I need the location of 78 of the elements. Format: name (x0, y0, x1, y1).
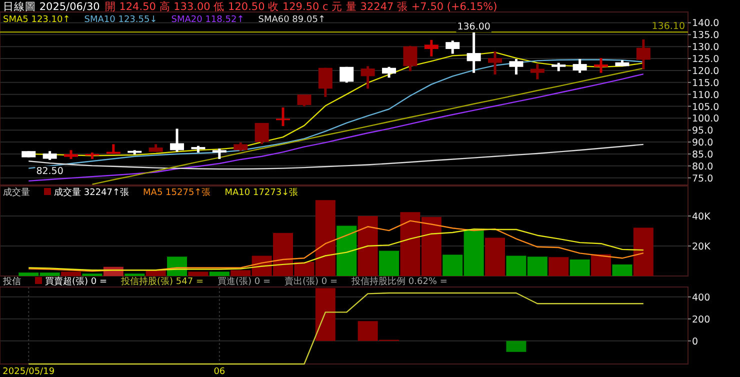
candlestick (636, 38, 650, 71)
line-series (28, 220, 644, 272)
legend-label: 買賣超(張) 0 = (45, 276, 108, 287)
candlestick (340, 66, 354, 84)
y-tick-label: 20K (692, 242, 712, 252)
annotation: 136.00 (457, 21, 490, 32)
annotation: 賣出(張) 0 = (284, 276, 338, 287)
line-series (28, 228, 644, 271)
bar (548, 257, 569, 276)
text: SMA5 123.10↑ (3, 15, 70, 25)
bar (612, 264, 632, 276)
candlestick (212, 147, 226, 160)
chart-subtitle: 開 124.50 高 133.00 低 120.50 收 129.50 c 元 量 32247 張 +7.50 (+6.15%) (104, 0, 498, 13)
y-tick-label: 0 (692, 336, 698, 348)
y-tick-label: 125.0 (692, 54, 720, 66)
chart-title: 日線圖 2025/06/30 (3, 1, 100, 13)
y-tick-label: 400 (692, 292, 710, 304)
y-tick-label: 100.0 (692, 114, 720, 125)
y-tick-label: 105.0 (692, 102, 720, 113)
annotation: 82.50 (36, 166, 64, 177)
bar (358, 216, 378, 276)
bar (633, 228, 654, 276)
x-tick-label: 2025/05/19 (2, 367, 55, 377)
candlestick (360, 64, 375, 90)
y-tick-label: 80.0 (692, 161, 714, 172)
chart-title: 成交量 (3, 187, 30, 198)
y-tick-label: 90.0 (692, 138, 714, 149)
candlestick (424, 38, 438, 58)
bar (591, 254, 612, 276)
bar (379, 250, 400, 276)
bar (315, 288, 336, 341)
text: SMA10 123.55↓ (84, 15, 158, 25)
candlestick (254, 122, 269, 146)
candlestick (297, 93, 312, 108)
bar (61, 272, 82, 276)
line-series (28, 73, 644, 182)
line-series (92, 68, 644, 185)
candlestick (170, 127, 184, 154)
chart-title: 投信 (2, 276, 21, 287)
text: SMA60 89.05↑ (258, 15, 326, 25)
bar (485, 238, 506, 276)
x-tick-label: 06 (214, 367, 226, 377)
y-tick-label: 85.0 (692, 149, 714, 160)
legend-label: 成交量 32247↑張 (54, 187, 130, 198)
y-tick-label: 115.0 (692, 78, 720, 89)
text: 投信持股(張) 547 = (120, 276, 204, 287)
candlestick (509, 58, 524, 76)
candlestick (594, 56, 608, 74)
y-tick-label: 135.0 (692, 30, 720, 42)
bar (188, 272, 208, 276)
y-tick-label: 40K (692, 212, 712, 222)
candlestick (446, 39, 460, 56)
y-tick-label: 200 (692, 314, 710, 326)
bar (570, 260, 590, 276)
y-tick-label: 75.0 (692, 173, 714, 184)
candlestick (466, 31, 481, 74)
line-series (28, 59, 644, 169)
bar (506, 340, 526, 352)
y-tick-label: 95.0 (692, 126, 714, 137)
annotation: 買進(張) 0 = (217, 276, 270, 287)
ref-line-label: 136.10 (652, 21, 685, 32)
text: MA10 17273↓張 (224, 187, 298, 198)
text: SMA20 118.52↑ (171, 15, 244, 25)
y-tick-label: 130.0 (692, 42, 720, 54)
candlestick (530, 62, 544, 81)
candlestick (403, 44, 418, 72)
y-tick-label: 120.0 (692, 66, 720, 77)
y-tick-label: 140.0 (692, 18, 720, 30)
text: MA5 15275↑張 (143, 187, 211, 198)
annotation: 投信持股比例 0.62% = (350, 276, 448, 287)
candlestick (572, 58, 587, 74)
y-tick-label: 110.0 (692, 90, 720, 101)
candlestick (382, 66, 396, 79)
candlestick (318, 66, 332, 98)
bar (336, 226, 357, 276)
candlestick (488, 50, 502, 76)
candlestick (276, 106, 290, 128)
bar (209, 272, 230, 276)
